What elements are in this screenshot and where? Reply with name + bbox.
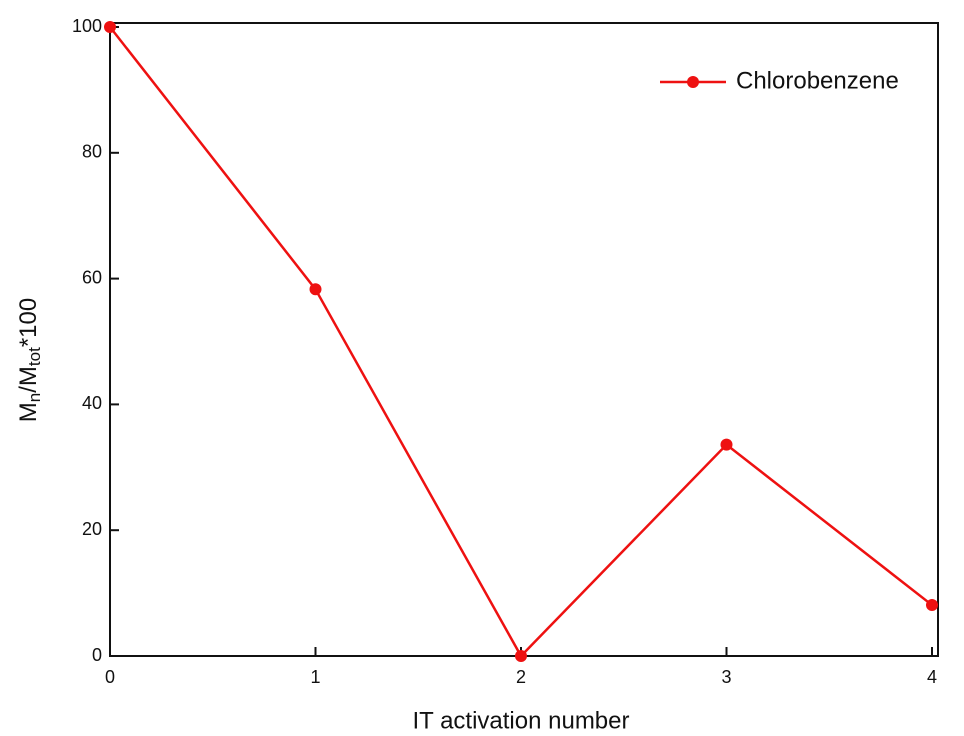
y-tick-label: 60 — [82, 267, 102, 287]
x-tick-label: 4 — [927, 667, 937, 687]
series-line — [109, 26, 933, 659]
y-title-subscript: tot — [25, 347, 44, 366]
plot-frame — [109, 22, 939, 657]
legend-label: Chlorobenzene — [736, 67, 899, 94]
data-point — [309, 283, 322, 296]
legend-marker — [687, 76, 699, 88]
x-tick-label: 3 — [721, 667, 731, 687]
data-point — [720, 438, 733, 451]
data-point — [926, 599, 938, 612]
y-axis-title: Mn/Mtot*100 — [15, 298, 43, 422]
x-tick-label: 2 — [516, 667, 526, 687]
y-title-part: /M — [15, 366, 42, 393]
x-axis-title: IT activation number — [413, 707, 630, 734]
y-tick-label: 80 — [82, 142, 102, 162]
x-tick-label: 0 — [105, 667, 115, 687]
data-point — [104, 21, 116, 33]
y-title-part: M — [15, 402, 42, 422]
y-title-subscript: n — [25, 393, 44, 402]
y-title-part: *100 — [15, 298, 42, 347]
y-tick-label: 20 — [82, 519, 102, 539]
x-tick-label: 1 — [310, 667, 320, 687]
y-tick-label: 0 — [92, 645, 102, 665]
y-tick-label: 40 — [82, 393, 102, 413]
y-tick-label: 100 — [72, 16, 102, 36]
data-point — [515, 650, 527, 662]
